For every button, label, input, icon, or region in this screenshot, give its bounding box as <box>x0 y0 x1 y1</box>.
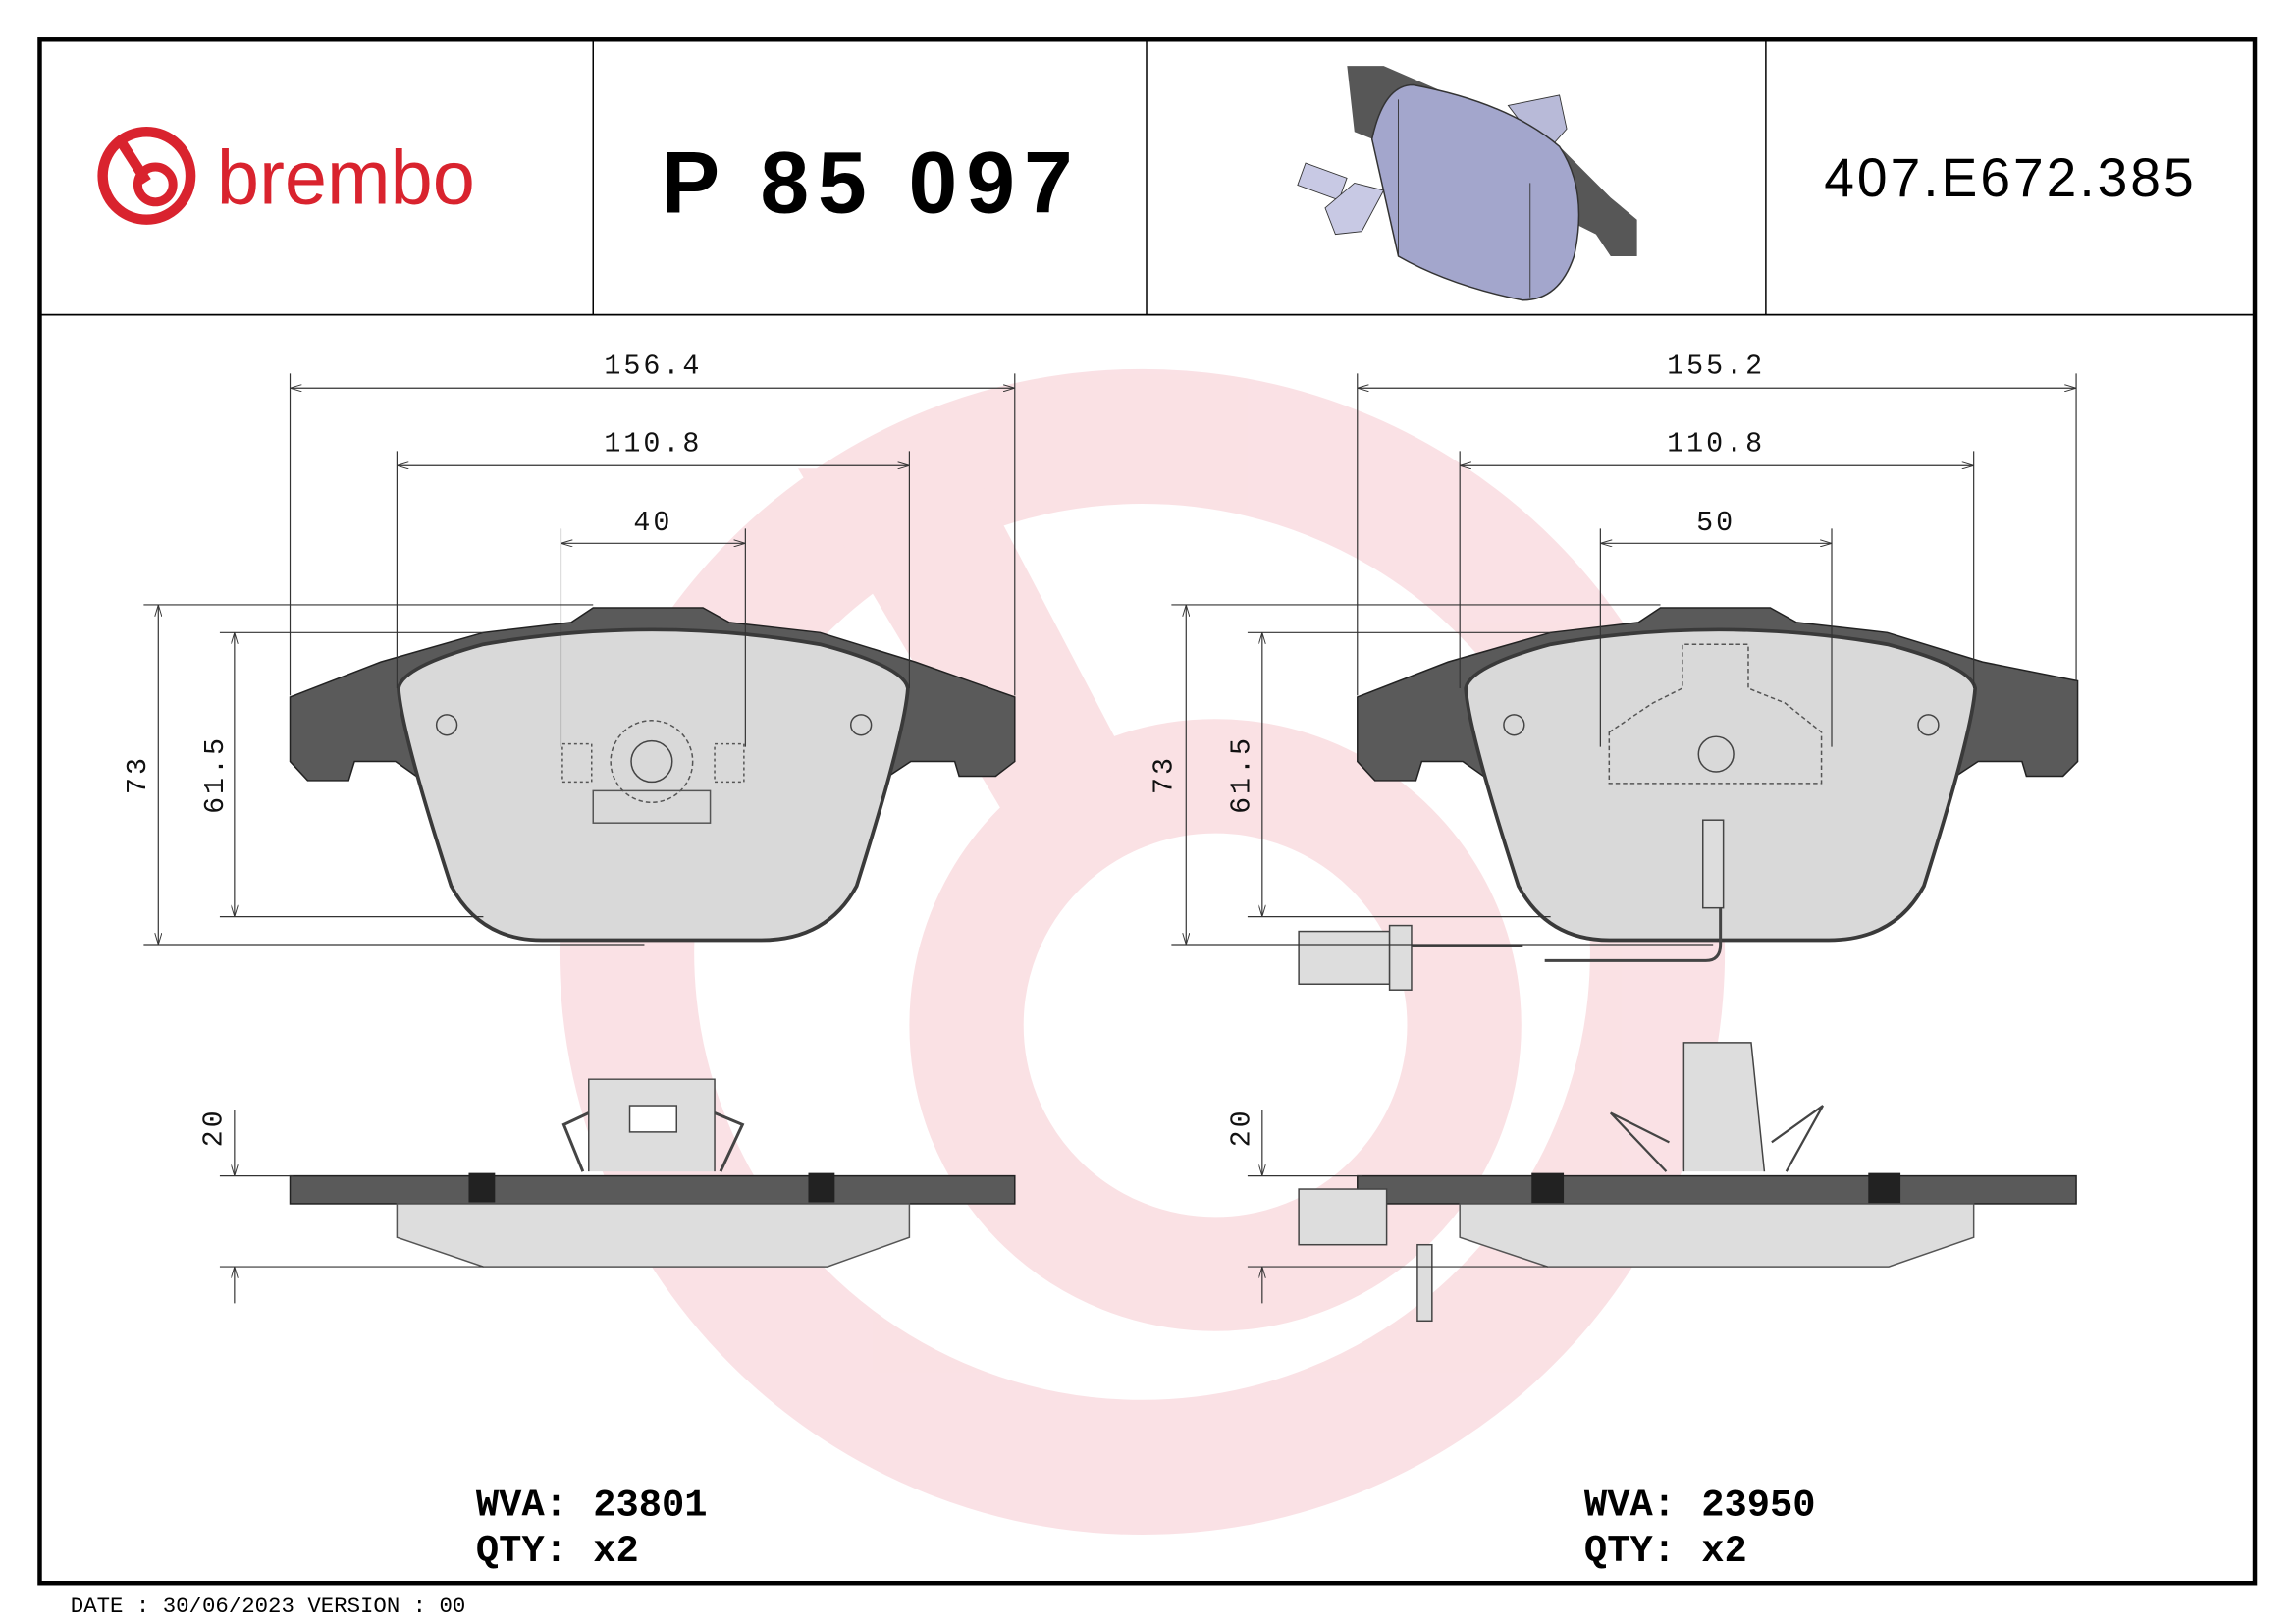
right-pad-info: WVA: 23950 QTY: x2 <box>1584 1485 1816 1573</box>
left-pad-front-view <box>289 607 1016 943</box>
pad-3d-render <box>1297 66 1637 301</box>
svg-text:23801: 23801 <box>593 1485 707 1528</box>
svg-text:WVA:: WVA: <box>1584 1485 1676 1528</box>
svg-text:155.2: 155.2 <box>1667 350 1765 382</box>
wear-sensor-wire <box>1298 819 1725 991</box>
svg-text:QTY:: QTY: <box>476 1530 567 1573</box>
svg-text:x2: x2 <box>593 1530 639 1573</box>
brembo-logo: brembo <box>97 127 475 225</box>
svg-text:20: 20 <box>1225 1108 1257 1147</box>
svg-text:73: 73 <box>1148 755 1180 794</box>
svg-text:110.8: 110.8 <box>1667 427 1765 460</box>
right-dimensions: 155.2 110.8 50 73 61.5 <box>1148 350 2077 946</box>
reference-code: 407.E672.385 <box>1824 147 2196 208</box>
brembo-watermark-logo <box>559 368 1726 1536</box>
svg-text:110.8: 110.8 <box>604 427 702 460</box>
svg-text:QTY:: QTY: <box>1584 1530 1676 1573</box>
svg-text:brembo: brembo <box>217 135 475 220</box>
svg-text:x2: x2 <box>1701 1530 1747 1573</box>
svg-text:73: 73 <box>122 755 154 794</box>
svg-text:23950: 23950 <box>1701 1485 1815 1528</box>
left-dimensions: 156.4 110.8 40 73 61.5 <box>122 350 1016 946</box>
svg-text:WVA:: WVA: <box>476 1485 567 1528</box>
svg-text:50: 50 <box>1696 507 1735 539</box>
right-pad-side-view: 20 <box>1225 1042 2077 1323</box>
svg-text:20: 20 <box>197 1108 230 1147</box>
svg-text:61.5: 61.5 <box>1225 735 1257 814</box>
date-version-footer: DATE : 30/06/2023 VERSION : 00 <box>71 1594 466 1619</box>
left-pad-side-view: 20 <box>197 1078 1016 1304</box>
right-pad-front-view <box>1357 607 2079 943</box>
part-number: P 85 097 <box>662 133 1082 231</box>
svg-text:156.4: 156.4 <box>604 350 702 382</box>
svg-text:40: 40 <box>633 507 672 539</box>
svg-text:61.5: 61.5 <box>199 735 232 814</box>
left-pad-info: WVA: 23801 QTY: x2 <box>476 1485 708 1573</box>
